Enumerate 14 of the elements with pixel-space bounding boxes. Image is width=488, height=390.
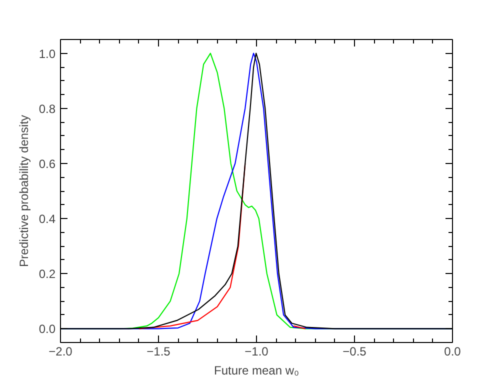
y-tick-label: 0.4 (38, 212, 56, 226)
x-tick-label: −0.5 (342, 344, 367, 358)
y-tick-label: 0.2 (38, 267, 56, 282)
x-tick-label: −2.0 (48, 344, 73, 358)
y-tick-label: 0.0 (38, 322, 56, 336)
y-tick-label: 1.0 (38, 46, 56, 61)
x-tick-label: −1.5 (146, 344, 171, 358)
x-tick-label: −1.0 (244, 344, 269, 358)
y-axis-title: Predictive probability density (16, 114, 31, 268)
y-tick-label: 0.8 (38, 102, 56, 116)
x-axis-title: Future mean w₀ (214, 364, 300, 378)
line-series (60, 52, 452, 330)
x-tick-label: 0.0 (444, 344, 462, 358)
y-tick-label: 0.6 (38, 156, 56, 171)
